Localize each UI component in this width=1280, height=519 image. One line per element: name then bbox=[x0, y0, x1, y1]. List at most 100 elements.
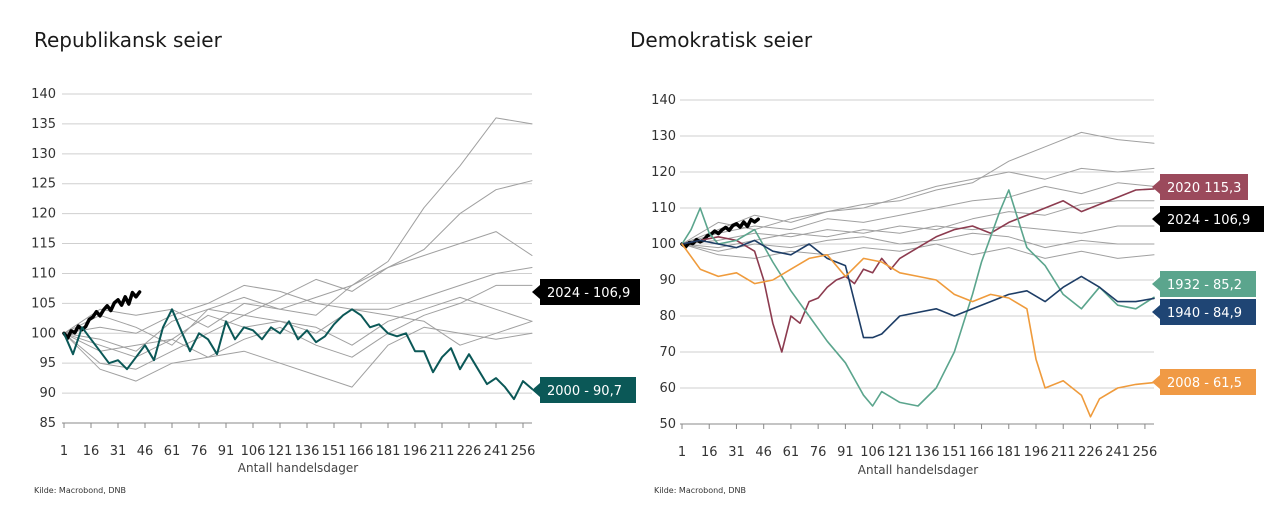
x-tick-label: 16 bbox=[83, 444, 100, 459]
y-tick-label: 130 bbox=[651, 129, 676, 144]
label-text: 2024 - 106,9 bbox=[1167, 213, 1250, 228]
x-tick-label: 196 bbox=[403, 444, 428, 459]
series-end-label: 1940 - 84,9 bbox=[1152, 299, 1256, 325]
historical-series-line bbox=[63, 284, 533, 382]
y-tick-label: 90 bbox=[39, 386, 56, 401]
x-tick-label: 211 bbox=[430, 444, 455, 459]
republican-chart-panel: Republikansk seier 85 90 95 100 105 110 115 120… bbox=[31, 28, 640, 495]
label-tag bbox=[1152, 299, 1256, 325]
x-tick-label: 16 bbox=[701, 445, 718, 460]
y-tick-label: 100 bbox=[31, 326, 56, 341]
x-tick-label: 226 bbox=[1078, 445, 1103, 460]
y-tick-label: 135 bbox=[31, 117, 56, 132]
source-label: Kilde: Macrobond, DNB bbox=[654, 486, 746, 495]
y-tick-label: 120 bbox=[31, 207, 56, 222]
label-text: 2008 - 61,5 bbox=[1167, 376, 1242, 391]
x-tick-label: 31 bbox=[728, 445, 745, 460]
x-tick-label: 136 bbox=[915, 445, 940, 460]
y-tick-label: 50 bbox=[659, 417, 676, 432]
y-tick-label: 105 bbox=[31, 296, 56, 311]
democrat-chart-panel: Demokratisk seier 50 60 70 80 90 100 110 120 130… bbox=[630, 0, 1280, 519]
series-end-label: 2008 - 61,5 bbox=[1152, 369, 1256, 395]
x-tick-label: 121 bbox=[268, 444, 293, 459]
label-text: 2024 - 106,9 bbox=[547, 286, 630, 301]
x-tick-label: 166 bbox=[969, 445, 994, 460]
x-tick-label: 226 bbox=[457, 444, 482, 459]
y-tick-label: 110 bbox=[651, 201, 676, 216]
x-tick-label: 241 bbox=[484, 444, 509, 459]
series-line bbox=[681, 239, 1155, 339]
label-tag bbox=[1152, 271, 1256, 297]
y-tick-label: 140 bbox=[651, 93, 676, 108]
label-tag bbox=[1152, 206, 1264, 232]
label-tag bbox=[532, 279, 640, 305]
x-tick-label: 166 bbox=[349, 444, 374, 459]
x-tick-label: 91 bbox=[218, 444, 235, 459]
series-line bbox=[681, 188, 1155, 353]
chart-title: Republikansk seier bbox=[34, 28, 222, 52]
historical-series-line bbox=[63, 267, 533, 358]
x-tick-label: 1 bbox=[60, 444, 68, 459]
x-tick-label: 181 bbox=[376, 444, 401, 459]
series-end-label: 2024 - 106,9 bbox=[532, 279, 640, 305]
source-label: Kilde: Macrobond, DNB bbox=[34, 486, 126, 495]
y-tick-label: 115 bbox=[31, 237, 56, 252]
x-tick-label: 61 bbox=[783, 445, 800, 460]
x-tick-label: 211 bbox=[1051, 445, 1076, 460]
label-tag bbox=[532, 377, 636, 403]
y-tick-label: 60 bbox=[659, 381, 676, 396]
y-tick-label: 100 bbox=[651, 237, 676, 252]
x-tick-label: 76 bbox=[191, 444, 208, 459]
chart-title: Demokratisk seier bbox=[630, 28, 813, 52]
x-tick-label: 46 bbox=[137, 444, 154, 459]
historical-series-line bbox=[63, 117, 533, 346]
series-line bbox=[681, 189, 1155, 407]
series-line bbox=[681, 243, 1155, 418]
historical-series-line bbox=[63, 326, 533, 388]
label-text: 2020 115,3 bbox=[1167, 181, 1241, 196]
democrat-chart: 50 60 70 80 90 100 110 120 130 140 1 16 31 46 61 76 91 10… bbox=[651, 93, 1264, 477]
historical-series-line bbox=[63, 284, 533, 346]
x-tick-label: 151 bbox=[322, 444, 347, 459]
y-tick-label: 85 bbox=[39, 416, 56, 431]
historical-series-line bbox=[63, 180, 533, 334]
republican-chart: 85 90 95 100 105 110 115 120 125 130 135 140 1 16 31 46… bbox=[31, 87, 640, 475]
y-tick-label: 80 bbox=[659, 309, 676, 324]
x-tick-label: 256 bbox=[511, 444, 536, 459]
y-tick-label: 70 bbox=[659, 345, 676, 360]
x-axis-label: Antall handelsdager bbox=[858, 463, 978, 477]
x-axis-label: Antall handelsdager bbox=[238, 461, 358, 475]
y-tick-label: 110 bbox=[31, 266, 56, 281]
x-tick-label: 76 bbox=[810, 445, 827, 460]
y-tick-label: 120 bbox=[651, 165, 676, 180]
y-tick-label: 125 bbox=[31, 177, 56, 192]
label-text: 2000 - 90,7 bbox=[547, 384, 622, 399]
x-tick-label: 136 bbox=[295, 444, 320, 459]
historical-series-line bbox=[681, 243, 1155, 259]
label-text: 1940 - 84,9 bbox=[1167, 306, 1242, 321]
label-text: 1932 - 85,2 bbox=[1167, 278, 1242, 293]
series-end-label: 2024 - 106,9 bbox=[1152, 206, 1264, 232]
series-end-label: 2000 - 90,7 bbox=[532, 377, 636, 403]
historical-series-line bbox=[63, 231, 533, 352]
historical-series-line bbox=[681, 167, 1155, 245]
x-tick-label: 31 bbox=[110, 444, 127, 459]
x-tick-label: 106 bbox=[241, 444, 266, 459]
historical-series-line bbox=[63, 296, 533, 370]
x-tick-label: 61 bbox=[164, 444, 181, 459]
series-end-label: 1932 - 85,2 bbox=[1152, 271, 1256, 297]
x-tick-label: 151 bbox=[942, 445, 967, 460]
x-tick-label: 46 bbox=[755, 445, 772, 460]
x-tick-label: 121 bbox=[887, 445, 912, 460]
y-tick-label: 90 bbox=[659, 273, 676, 288]
label-tag bbox=[1152, 174, 1248, 200]
series-line bbox=[62, 290, 142, 340]
y-tick-label: 130 bbox=[31, 147, 56, 162]
x-tick-label: 181 bbox=[996, 445, 1021, 460]
y-tick-label: 95 bbox=[39, 356, 56, 371]
label-tag bbox=[1152, 369, 1256, 395]
historical-series-line bbox=[681, 131, 1155, 245]
x-tick-label: 1 bbox=[678, 445, 686, 460]
y-tick-label: 140 bbox=[31, 87, 56, 102]
historical-series-line bbox=[681, 182, 1155, 245]
